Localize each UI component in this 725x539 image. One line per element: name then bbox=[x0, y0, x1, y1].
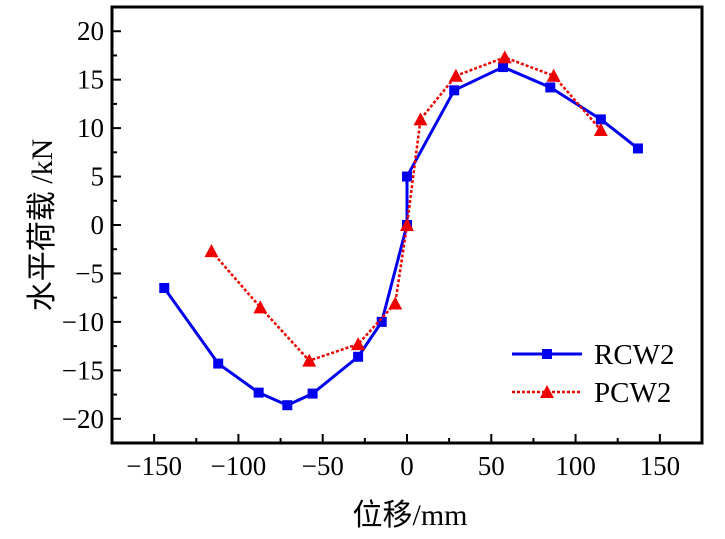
series-layer bbox=[159, 50, 643, 411]
x-tick-label: 0 bbox=[400, 451, 414, 481]
data-point-rcw2 bbox=[353, 351, 364, 362]
data-point-pcw2 bbox=[388, 296, 403, 310]
legend-label-pcw2: PCW2 bbox=[594, 377, 671, 409]
series-pcw2 bbox=[204, 50, 608, 367]
data-point-pcw2 bbox=[400, 218, 414, 231]
data-point-rcw2 bbox=[402, 171, 412, 182]
data-point-rcw2 bbox=[282, 400, 293, 411]
data-point-pcw2 bbox=[413, 112, 428, 126]
data-point-rcw2 bbox=[213, 358, 224, 369]
x-tick-label: −100 bbox=[211, 451, 267, 481]
data-point-pcw2 bbox=[546, 68, 561, 82]
data-point-rcw2 bbox=[449, 85, 460, 96]
x-axis-title: 位移/mm bbox=[352, 499, 467, 532]
data-point-rcw2 bbox=[376, 316, 387, 327]
y-tick-label: 0 bbox=[91, 210, 105, 240]
data-point-rcw2 bbox=[307, 388, 318, 399]
y-tick-label: −5 bbox=[75, 258, 104, 288]
data-point-rcw2 bbox=[632, 143, 643, 154]
data-point-pcw2 bbox=[253, 300, 268, 314]
data-point-pcw2 bbox=[204, 244, 219, 258]
x-axis: −150 −100 −50 0 50 100 150 bbox=[126, 434, 680, 481]
data-point-rcw2 bbox=[253, 387, 264, 398]
data-point-rcw2 bbox=[159, 282, 170, 293]
legend: RCW2 PCW2 bbox=[512, 339, 675, 409]
data-point-pcw2 bbox=[593, 123, 608, 137]
legend-item-rcw2: RCW2 bbox=[512, 339, 675, 371]
legend-label-rcw2: RCW2 bbox=[594, 339, 675, 371]
y-tick-label: 10 bbox=[77, 113, 104, 143]
data-point-rcw2 bbox=[595, 114, 606, 125]
x-tick-label: −50 bbox=[302, 451, 344, 481]
series-rcw2 bbox=[159, 62, 643, 411]
x-tick-label: 100 bbox=[555, 451, 596, 481]
y-tick-label: −10 bbox=[62, 307, 104, 337]
x-tick-label: −150 bbox=[126, 451, 182, 481]
y-tick-label: 20 bbox=[77, 16, 104, 46]
legend-marker-rcw2 bbox=[542, 349, 552, 359]
y-tick-label: 15 bbox=[77, 65, 104, 95]
y-axis-title: 水平荷载 /kN bbox=[26, 139, 59, 312]
data-point-rcw2 bbox=[498, 62, 509, 73]
legend-item-pcw2: PCW2 bbox=[512, 377, 671, 409]
x-tick-label: 50 bbox=[478, 451, 505, 481]
data-point-pcw2 bbox=[302, 353, 317, 367]
y-tick-label: 5 bbox=[91, 162, 105, 192]
data-point-rcw2 bbox=[545, 82, 556, 93]
y-tick-label: −20 bbox=[62, 404, 104, 434]
data-point-pcw2 bbox=[351, 337, 366, 351]
legend-marker-pcw2 bbox=[540, 385, 554, 398]
y-axis: −20 −15 −10 −5 0 5 10 15 20 bbox=[62, 16, 121, 434]
x-tick-label: 150 bbox=[640, 451, 681, 481]
data-point-pcw2 bbox=[448, 68, 463, 82]
data-point-pcw2 bbox=[497, 50, 512, 64]
y-tick-label: −15 bbox=[62, 355, 104, 385]
